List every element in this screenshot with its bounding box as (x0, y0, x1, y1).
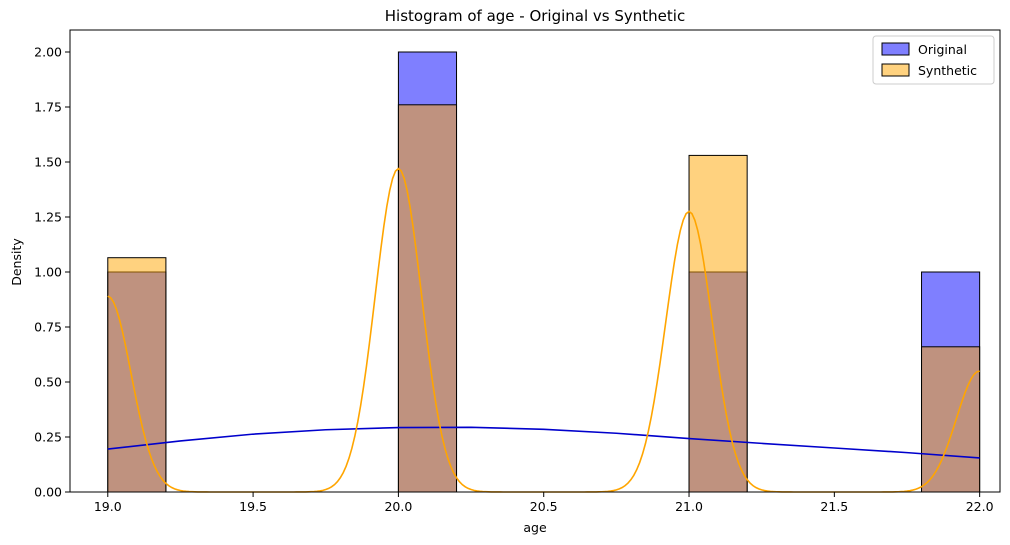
y-tick-label: 0.25 (34, 430, 62, 445)
legend-swatch-original (881, 42, 910, 56)
y-tick-label: 1.50 (34, 155, 62, 170)
bar-synthetic-1 (397, 104, 458, 493)
x-axis-label: age (523, 520, 547, 535)
y-tick-label: 1.75 (34, 100, 62, 115)
legend: Original Synthetic (872, 35, 995, 85)
kde-line-synthetic (107, 167, 980, 493)
kde-line-original (107, 426, 980, 459)
plot-frame (69, 29, 1001, 493)
bar-synthetic-3 (921, 346, 981, 493)
x-tick-label: 20.0 (384, 499, 412, 514)
x-tick-label: 22.0 (966, 499, 994, 514)
x-tick-label: 21.0 (675, 499, 703, 514)
y-axis-label: Density (9, 238, 24, 286)
x-tick-label: 20.5 (530, 499, 558, 514)
bar-synthetic-2 (688, 154, 748, 493)
x-tick-label: 21.5 (820, 499, 848, 514)
y-tick-label: 1.00 (34, 265, 62, 280)
x-tick-label: 19.5 (239, 499, 267, 514)
legend-swatch-synthetic (881, 63, 910, 77)
bar-synthetic-0 (107, 257, 167, 493)
bars-layer (107, 51, 981, 493)
x-tick-label: 19.0 (94, 499, 122, 514)
legend-label-synthetic: Synthetic (918, 63, 977, 78)
y-tick-label: 0.75 (34, 320, 62, 335)
y-tick-label: 0.00 (34, 485, 62, 500)
y-tick-label: 2.00 (34, 45, 62, 60)
kde-layer (107, 167, 980, 493)
legend-label-original: Original (918, 42, 967, 57)
y-tick-label: 1.25 (34, 210, 62, 225)
chart-title: Histogram of age - Original vs Synthetic (385, 7, 685, 25)
y-tick-label: 0.50 (34, 375, 62, 390)
axes-layer: 19.0 19.5 20.0 20.5 21.0 21.5 22.0 0.00 0.25 0.50… (34, 29, 1001, 514)
